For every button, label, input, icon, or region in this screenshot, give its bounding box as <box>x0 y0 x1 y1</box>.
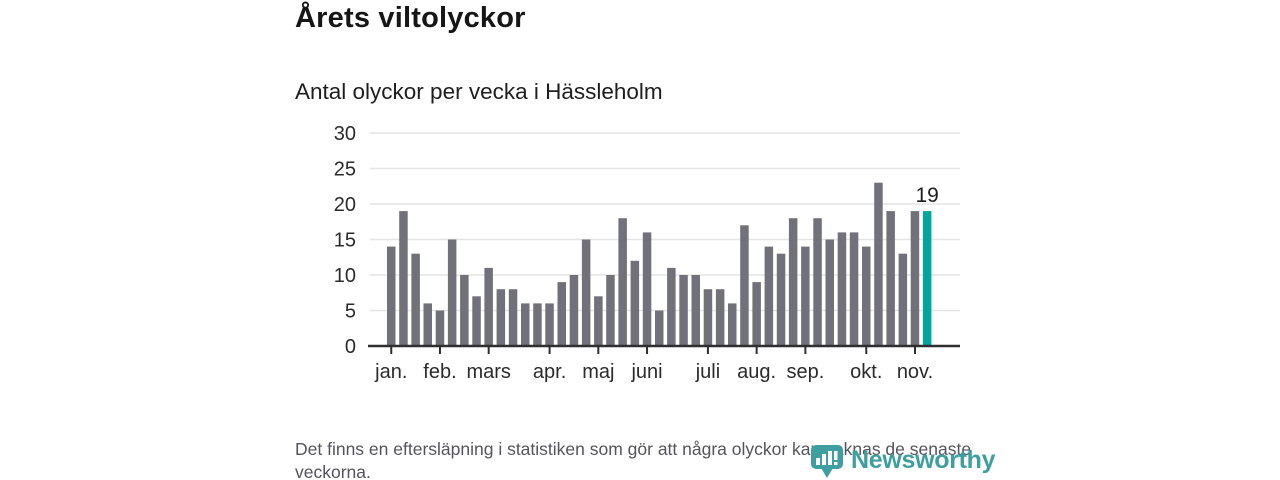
bar <box>898 253 908 346</box>
x-axis-month-label: okt. <box>850 361 882 383</box>
bar <box>691 275 700 346</box>
y-axis-tick-label: 15 <box>334 230 356 252</box>
bar <box>496 289 506 346</box>
bar <box>874 182 883 346</box>
bar <box>557 282 566 346</box>
footer-note: Det finns en eftersläpning i statistiken… <box>295 439 972 480</box>
bar <box>435 310 445 346</box>
bar <box>447 239 457 346</box>
bar <box>776 253 786 346</box>
bar <box>606 275 615 346</box>
x-axis-month-label: mars <box>466 361 510 383</box>
bar <box>460 275 469 346</box>
bar <box>740 225 749 346</box>
x-axis-month-label: apr. <box>533 361 566 383</box>
x-axis-month-label: juli <box>695 361 720 383</box>
bar <box>399 211 408 346</box>
x-axis-month-label: aug. <box>737 361 776 383</box>
bar <box>618 218 627 346</box>
bar <box>387 246 396 346</box>
chart-title: Årets viltolyckor <box>295 2 526 34</box>
bar <box>837 232 847 346</box>
x-axis-month-label: juni <box>630 361 662 383</box>
x-axis-month-label: sep. <box>786 361 824 383</box>
bar <box>862 246 871 346</box>
newsworthy-logo-text: Newsworthy <box>851 446 996 474</box>
bar-current-week <box>922 211 932 346</box>
bar <box>569 275 579 346</box>
bar <box>484 267 493 346</box>
x-axis-month-label: nov. <box>897 361 933 383</box>
y-axis-tick-label: 20 <box>334 194 356 216</box>
y-axis-tick-label: 10 <box>334 265 356 287</box>
newsworthy-logo: Newsworthy <box>810 444 996 479</box>
bar <box>703 289 713 346</box>
x-axis-month-label: maj <box>582 361 614 383</box>
y-axis-tick-label: 0 <box>345 336 356 358</box>
bar <box>642 232 652 346</box>
bar <box>752 282 761 346</box>
bar <box>521 303 530 346</box>
y-axis-tick-label: 5 <box>345 301 356 323</box>
bar <box>411 253 420 346</box>
y-axis-tick-label: 30 <box>334 123 356 145</box>
bar <box>655 310 664 346</box>
bar <box>715 289 725 346</box>
bar <box>728 303 737 346</box>
y-axis-tick-label: 25 <box>334 159 356 181</box>
bar <box>849 232 859 346</box>
bar <box>813 218 822 346</box>
x-axis-month-label: jan. <box>374 361 407 383</box>
bar <box>667 267 676 346</box>
bar <box>764 246 774 346</box>
highlight-value-label: 19 <box>915 184 938 207</box>
bar <box>472 296 481 346</box>
bar <box>533 303 542 346</box>
x-axis-month-label: feb. <box>423 361 456 383</box>
chart-subtitle: Antal olyckor per vecka i Hässleholm <box>295 79 663 104</box>
bar <box>679 275 688 346</box>
bar <box>423 303 432 346</box>
bar <box>788 218 798 346</box>
bar <box>508 289 518 346</box>
bar <box>545 303 554 346</box>
bar <box>825 239 834 346</box>
bar <box>910 211 920 346</box>
bar <box>581 239 591 346</box>
bar <box>630 260 640 346</box>
bar <box>886 211 895 346</box>
bar <box>594 296 603 346</box>
newsworthy-logo-icon <box>811 445 843 478</box>
bar <box>801 246 810 346</box>
